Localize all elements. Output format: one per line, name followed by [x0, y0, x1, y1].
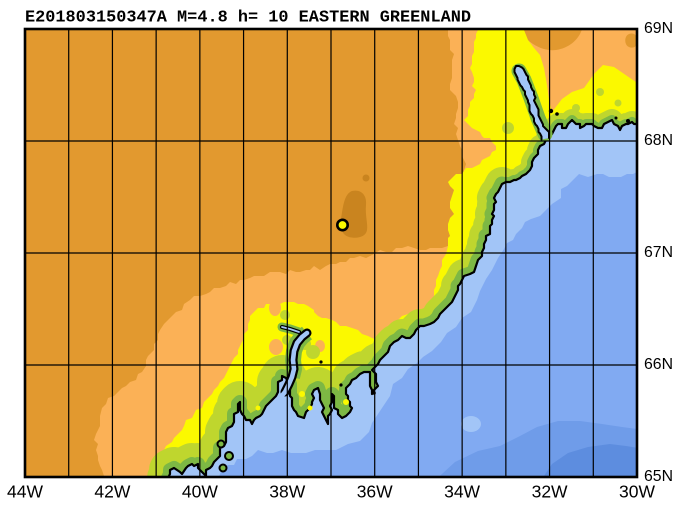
svg-text:67N: 67N [644, 244, 673, 261]
svg-text:30W: 30W [619, 482, 655, 502]
svg-text:E201803150347A M=4.8 h= 10 E: E201803150347A M=4.8 h= 10 EASTERN GREEN… [25, 9, 471, 28]
svg-text:38W: 38W [269, 482, 305, 502]
svg-text:68N: 68N [644, 132, 673, 149]
svg-text:69N: 69N [644, 20, 673, 37]
svg-text:42W: 42W [94, 482, 130, 502]
svg-text:34W: 34W [444, 482, 480, 502]
svg-text:44W: 44W [7, 482, 43, 502]
svg-text:32W: 32W [532, 482, 568, 502]
svg-text:65N: 65N [644, 468, 673, 485]
svg-text:66N: 66N [644, 356, 673, 373]
svg-text:36W: 36W [357, 482, 393, 502]
svg-text:40W: 40W [182, 482, 218, 502]
